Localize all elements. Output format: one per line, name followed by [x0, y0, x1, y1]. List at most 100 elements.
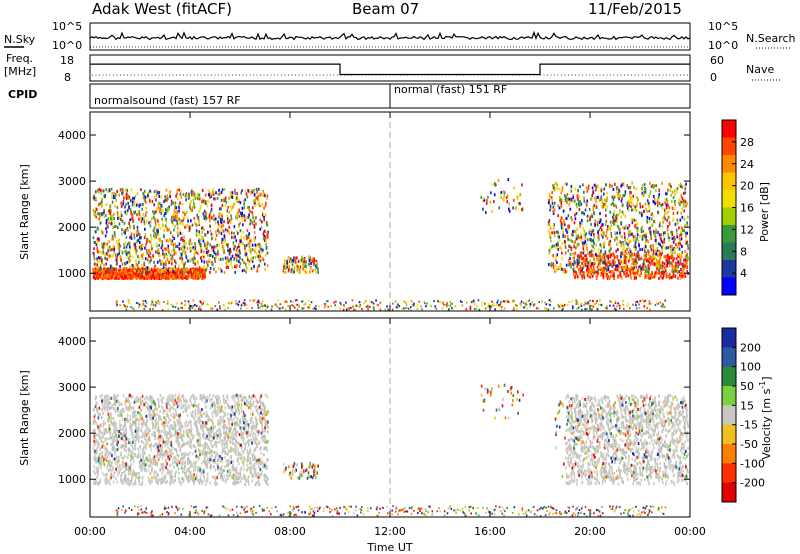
echo-cell: [104, 395, 106, 399]
echo-cell: [617, 302, 619, 305]
echo-cell: [278, 307, 281, 310]
echo-cell: [126, 274, 129, 278]
echo-cell: [454, 305, 457, 308]
echo-cell: [609, 270, 612, 274]
echo-cell: [115, 258, 118, 262]
echo-cell: [584, 258, 586, 262]
echo-cell: [230, 231, 233, 235]
echo-cell: [671, 267, 674, 271]
echo-cell: [620, 199, 623, 203]
echo-cell: [620, 241, 622, 245]
echo-cell: [162, 453, 165, 457]
echo-cell: [183, 216, 185, 220]
echo-cell: [183, 248, 186, 252]
echo-cell: [679, 239, 681, 243]
echo-cell: [219, 257, 222, 261]
power-panel-bg: [90, 112, 690, 311]
echo-cell: [572, 272, 575, 276]
echo-cell: [137, 255, 139, 259]
echo-cell: [570, 265, 572, 269]
echo-cell: [284, 271, 287, 275]
echo-cell: [166, 299, 169, 302]
echo-cell: [167, 414, 170, 418]
echo-cell: [601, 255, 603, 259]
echo-cell: [181, 306, 183, 309]
echo-cell: [100, 256, 102, 260]
echo-cell: [653, 219, 655, 223]
echo-cell: [193, 247, 196, 251]
echo-cell: [111, 275, 113, 279]
echo-cell: [520, 300, 523, 303]
echo-cell: [222, 245, 225, 249]
echo-cell: [131, 196, 134, 200]
echo-cell: [576, 258, 579, 262]
echo-cell: [97, 273, 100, 277]
echo-cell: [553, 186, 555, 190]
echo-cell: [112, 234, 114, 238]
echo-cell: [113, 225, 116, 229]
echo-cell: [602, 258, 605, 262]
echo-cell: [619, 274, 622, 278]
echo-cell: [202, 239, 205, 243]
echo-cell: [93, 197, 95, 201]
echo-cell: [651, 262, 653, 266]
echo-cell: [639, 202, 641, 206]
echo-cell: [642, 193, 645, 197]
echo-cell: [620, 265, 623, 269]
echo-cell: [244, 250, 247, 254]
echo-cell: [449, 301, 452, 304]
echo-cell: [315, 265, 318, 269]
echo-cell: [575, 237, 578, 241]
echo-cell: [559, 306, 562, 309]
echo-cell: [235, 264, 237, 268]
echo-cell: [622, 194, 625, 198]
echo-cell: [594, 222, 596, 226]
colorbar-swatch: [722, 172, 736, 191]
echo-cell: [227, 245, 229, 249]
echo-cell: [552, 255, 555, 259]
echo-cell: [143, 218, 146, 222]
echo-cell: [235, 214, 238, 218]
echo-cell: [204, 273, 207, 277]
echo-cell: [180, 219, 183, 223]
echo-cell: [209, 481, 211, 485]
echo-cell: [254, 199, 257, 203]
echo-cell: [209, 195, 211, 199]
echo-cell: [660, 237, 662, 241]
echo-cell: [212, 188, 215, 192]
echo-cell: [190, 225, 192, 229]
echo-cell: [198, 265, 201, 269]
echo-cell: [217, 192, 220, 196]
echo-cell: [621, 210, 624, 214]
echo-cell: [248, 239, 251, 243]
echo-cell: [672, 248, 674, 252]
echo-cell: [165, 271, 168, 275]
noise-right-tick-top: 10^5: [708, 20, 738, 33]
echo-cell: [595, 277, 598, 281]
echo-cell: [187, 219, 189, 223]
echo-cell: [190, 412, 193, 416]
echo-cell: [590, 233, 593, 237]
echo-cell: [605, 183, 607, 187]
echo-cell: [621, 204, 624, 208]
echo-cell: [158, 237, 160, 241]
echo-cell: [144, 272, 147, 276]
echo-cell: [191, 223, 194, 227]
echo-cell: [313, 307, 316, 310]
echo-cell: [639, 234, 641, 238]
echo-cell: [93, 252, 95, 256]
echo-cell: [358, 306, 361, 309]
echo-cell: [578, 260, 581, 264]
echo-cell: [538, 301, 541, 304]
echo-cell: [217, 401, 219, 405]
echo-cell: [552, 224, 555, 228]
echo-cell: [645, 232, 648, 236]
echo-cell: [128, 205, 131, 209]
echo-cell: [680, 237, 683, 241]
echo-cell: [109, 246, 111, 250]
echo-cell: [178, 276, 181, 280]
echo-cell: [175, 194, 177, 198]
echo-cell: [630, 268, 632, 272]
echo-cell: [107, 406, 110, 410]
echo-cell: [216, 196, 219, 200]
